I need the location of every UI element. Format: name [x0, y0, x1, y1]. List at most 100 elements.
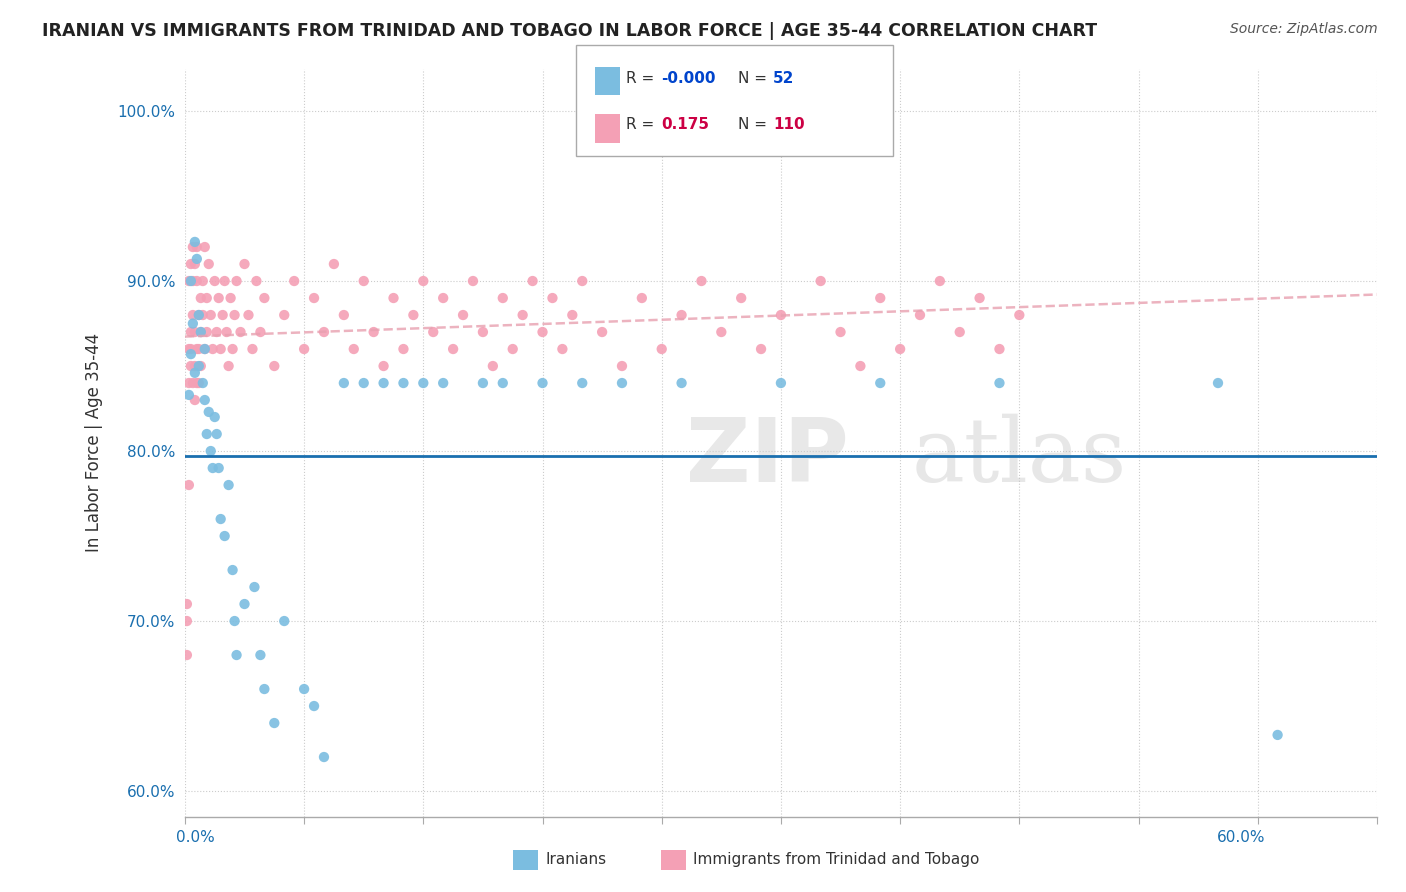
Point — [382, 291, 405, 305]
Point — [869, 376, 891, 390]
Text: N =: N = — [738, 71, 772, 86]
Point — [1267, 728, 1289, 742]
Point — [302, 291, 325, 305]
Point — [253, 681, 276, 696]
Point — [730, 291, 752, 305]
Point — [1206, 376, 1229, 390]
Point — [184, 325, 207, 339]
Point — [243, 580, 266, 594]
Point — [849, 359, 872, 373]
Point — [224, 614, 246, 628]
Point — [201, 342, 224, 356]
Text: 52: 52 — [773, 71, 794, 86]
Point — [180, 325, 202, 339]
Point — [402, 308, 425, 322]
Point — [176, 597, 198, 611]
Point — [263, 359, 285, 373]
Point — [186, 342, 208, 356]
Point — [949, 325, 972, 339]
Text: Iranians: Iranians — [546, 853, 606, 867]
Point — [969, 291, 991, 305]
Point — [769, 376, 792, 390]
Point — [292, 342, 315, 356]
Point — [177, 478, 200, 492]
Point — [343, 342, 366, 356]
Point — [531, 325, 554, 339]
Point — [353, 376, 375, 390]
Point — [292, 681, 315, 696]
Point — [191, 274, 214, 288]
Point — [187, 342, 209, 356]
Point — [273, 614, 295, 628]
Point — [333, 376, 356, 390]
Point — [710, 325, 733, 339]
Point — [225, 648, 247, 662]
Point — [180, 347, 202, 361]
Point — [471, 376, 494, 390]
Text: Source: ZipAtlas.com: Source: ZipAtlas.com — [1230, 22, 1378, 37]
Text: Immigrants from Trinidad and Tobago: Immigrants from Trinidad and Tobago — [693, 853, 980, 867]
Point — [541, 291, 564, 305]
Point — [312, 750, 335, 764]
Point — [219, 291, 242, 305]
Point — [186, 240, 208, 254]
Text: 60.0%: 60.0% — [1218, 830, 1265, 845]
Point — [208, 291, 231, 305]
Point — [205, 325, 228, 339]
Text: N =: N = — [738, 118, 772, 132]
Point — [432, 291, 454, 305]
Point — [187, 359, 209, 373]
Point — [214, 274, 236, 288]
Point — [181, 308, 204, 322]
Point — [201, 461, 224, 475]
Text: -0.000: -0.000 — [661, 71, 716, 86]
Point — [221, 342, 243, 356]
Point — [502, 342, 524, 356]
Point — [610, 376, 633, 390]
Point — [204, 274, 226, 288]
Text: R =: R = — [626, 71, 659, 86]
Point — [769, 308, 792, 322]
Point — [195, 291, 218, 305]
Point — [205, 427, 228, 442]
Point — [190, 325, 212, 339]
Point — [194, 342, 217, 356]
Point — [869, 291, 891, 305]
Text: 0.175: 0.175 — [661, 118, 709, 132]
Text: IRANIAN VS IMMIGRANTS FROM TRINIDAD AND TOBAGO IN LABOR FORCE | AGE 35-44 CORREL: IRANIAN VS IMMIGRANTS FROM TRINIDAD AND … — [42, 22, 1097, 40]
Point — [988, 342, 1011, 356]
Point — [471, 325, 494, 339]
Point — [810, 274, 832, 288]
Point — [180, 342, 202, 356]
Point — [208, 461, 231, 475]
Point — [412, 376, 434, 390]
Point — [184, 392, 207, 407]
Point — [194, 240, 217, 254]
Point — [180, 274, 202, 288]
Point — [177, 388, 200, 402]
Point — [312, 325, 335, 339]
Point — [249, 325, 271, 339]
Point — [187, 376, 209, 390]
Point — [190, 291, 212, 305]
Point — [221, 563, 243, 577]
Point — [671, 308, 693, 322]
Point — [441, 342, 464, 356]
Point — [571, 376, 593, 390]
Point — [186, 376, 208, 390]
Point — [191, 376, 214, 390]
Point — [184, 235, 207, 249]
Point — [177, 376, 200, 390]
Point — [571, 274, 593, 288]
Point — [233, 597, 256, 611]
Point — [1008, 308, 1031, 322]
Point — [242, 342, 264, 356]
Point — [181, 274, 204, 288]
Point — [209, 512, 232, 526]
Point — [211, 308, 233, 322]
Point — [184, 366, 207, 380]
Point — [928, 274, 950, 288]
Point — [422, 325, 444, 339]
Point — [238, 308, 260, 322]
Point — [233, 257, 256, 271]
